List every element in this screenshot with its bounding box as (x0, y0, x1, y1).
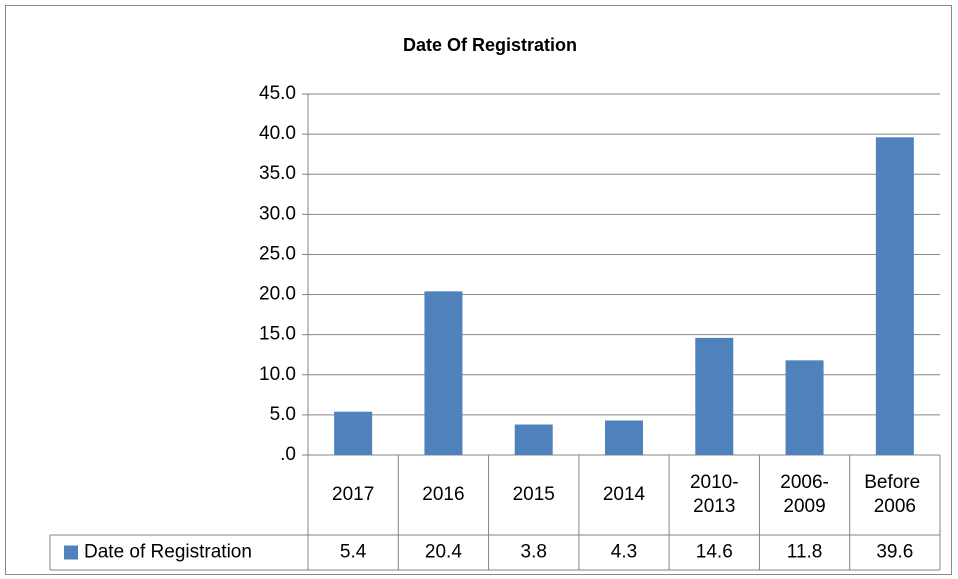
y-tick-label: 25.0 (259, 243, 296, 264)
x-tick-label: Before 2006 (864, 472, 925, 517)
bar (785, 360, 824, 455)
y-tick-label: 45.0 (259, 83, 296, 104)
chart-border (5, 5, 952, 575)
bar (334, 411, 373, 455)
table-value: 11.8 (787, 542, 823, 563)
y-tick-label: 30.0 (259, 203, 296, 224)
x-tick-label: 2014 (603, 484, 646, 505)
table-value: 39.6 (876, 542, 913, 563)
x-tick-label: 2016 (422, 484, 464, 505)
table-value: 5.4 (340, 542, 367, 563)
table-value: 3.8 (521, 542, 547, 563)
table-value: 14.6 (696, 542, 733, 563)
y-tick-label: 10.0 (259, 364, 296, 385)
y-tick-label: 35.0 (259, 163, 296, 184)
y-tick-label: 5.0 (270, 404, 296, 425)
x-tick-label: 2006-2009 (780, 472, 829, 517)
table-value: 4.3 (611, 542, 637, 563)
y-tick-label: 20.0 (259, 284, 296, 305)
x-tick-label: 2010-2013 (690, 472, 739, 517)
bar (605, 420, 643, 455)
legend-swatch (64, 545, 78, 560)
y-tick-label: 15.0 (259, 324, 296, 345)
legend-label: Date of Registration (84, 542, 252, 563)
y-tick-label: 40.0 (259, 123, 296, 144)
x-tick-label: 2015 (513, 484, 555, 505)
table-value: 20.4 (425, 542, 462, 563)
chart-title: Date Of Registration (403, 35, 577, 55)
y-tick-label: .0 (280, 444, 296, 465)
bar (875, 137, 914, 455)
bar (695, 337, 734, 455)
bar (514, 424, 553, 455)
x-tick-label: 2017 (332, 484, 374, 505)
bar (424, 291, 463, 455)
